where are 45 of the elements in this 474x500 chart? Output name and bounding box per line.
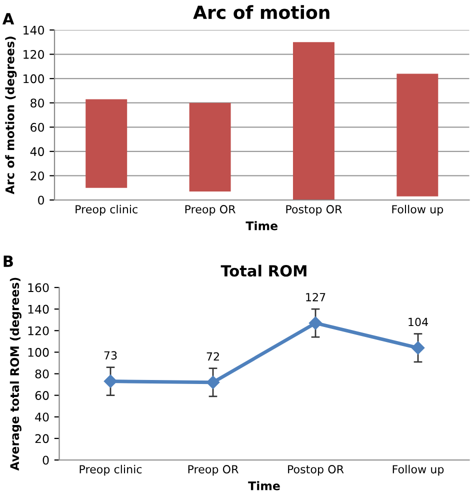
y-tick-label: 0 xyxy=(38,196,44,205)
y-tick-label: 60 xyxy=(30,122,44,132)
x-tick-label: Postop OR xyxy=(286,205,342,216)
y-tick-label: 140 xyxy=(24,26,44,35)
text: A xyxy=(2,13,14,24)
y-axis-title: Arc of motion (degrees) xyxy=(5,36,17,194)
y-tick-label: 60 xyxy=(35,391,49,400)
chart-title: Arc of motion xyxy=(193,5,330,20)
y-tick-label: 120 xyxy=(28,326,49,336)
y-tick-label: 80 xyxy=(30,98,44,108)
data-label: 73 xyxy=(104,351,117,360)
y-tick-label: 0 xyxy=(42,456,49,465)
bar xyxy=(396,74,438,196)
x-axis-title: Time xyxy=(246,221,278,230)
y-tick-label: 120 xyxy=(24,50,44,59)
x-tick-label: Follow up xyxy=(392,204,444,216)
point xyxy=(308,316,322,330)
bar xyxy=(189,102,231,192)
chart-title: Total ROM xyxy=(220,264,306,277)
y-tick-label: 40 xyxy=(30,147,44,156)
point xyxy=(206,376,220,389)
y-tick-label: 160 xyxy=(28,283,49,292)
x-tick-label: Preop OR xyxy=(188,465,238,476)
data-label: 72 xyxy=(206,352,219,360)
y-axis-title: Average total ROM (degrees) xyxy=(10,278,22,471)
bar xyxy=(86,99,128,188)
data-label: 104 xyxy=(408,318,428,326)
x-tick-label: Preop clinic xyxy=(76,204,138,216)
y-tick-label: 40 xyxy=(35,412,49,422)
bar xyxy=(292,42,334,200)
y-tick-label: 100 xyxy=(28,348,49,357)
text: B xyxy=(4,256,13,267)
y-tick-label: 80 xyxy=(35,369,49,378)
point xyxy=(104,374,118,388)
y-tick-label: 20 xyxy=(35,434,49,444)
y-tick-label: 140 xyxy=(28,304,49,314)
x-tick-label: Follow up xyxy=(392,464,444,476)
y-tick-label: 20 xyxy=(30,171,44,180)
y-tick-label: 100 xyxy=(24,74,44,84)
point xyxy=(411,341,425,354)
data-label: 127 xyxy=(306,292,326,302)
x-tick-label: Preop OR xyxy=(185,205,236,216)
x-tick-label: Postop OR xyxy=(288,465,344,476)
x-tick-label: Preop clinic xyxy=(80,464,142,476)
x-axis-title: Time xyxy=(248,481,280,490)
